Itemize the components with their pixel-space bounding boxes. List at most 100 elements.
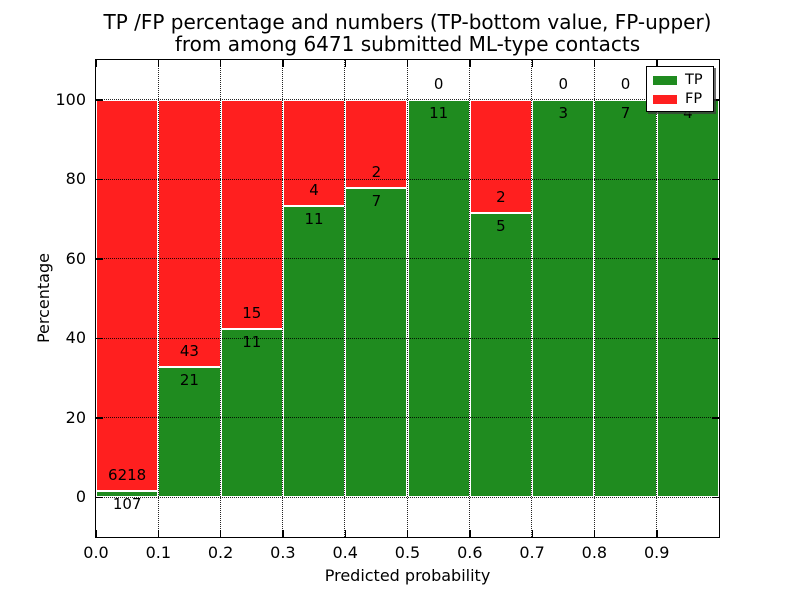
tick-mark — [220, 530, 222, 537]
tick-mark — [96, 337, 103, 340]
legend: TP FP — [646, 66, 714, 112]
gridline-vertical — [344, 60, 346, 537]
bar-segment-fp — [220, 99, 283, 330]
bar-count-label-tp: 7 — [620, 103, 631, 122]
tick-mark — [712, 417, 719, 419]
x-tick-label: 0.8 — [581, 543, 608, 562]
bar-segment-fp — [96, 99, 159, 491]
y-tick-label: 80 — [65, 169, 86, 189]
tick-mark — [469, 60, 471, 67]
gridline-vertical — [282, 60, 284, 537]
tick-mark — [531, 60, 533, 67]
legend-swatch-tp — [653, 76, 677, 85]
gridline-vertical — [655, 60, 657, 537]
x-axis-label: Predicted probability — [324, 566, 491, 585]
legend-label-tp: TP — [685, 72, 703, 88]
bar-segment-tp — [407, 99, 470, 498]
bar-count-label-fp: 2 — [371, 163, 382, 182]
bar-count-label-tp: 5 — [496, 217, 506, 236]
bar-segment-tp — [532, 99, 595, 498]
x-tick-label: 0.1 — [145, 543, 172, 562]
legend-entry: FP — [653, 90, 713, 109]
bar-segment-tp — [469, 213, 533, 498]
tick-mark — [96, 496, 103, 499]
x-tick-label: 0.9 — [643, 543, 670, 562]
tick-mark — [220, 60, 222, 67]
x-tick-label: 0.3 — [270, 543, 296, 562]
tick-mark — [407, 60, 409, 67]
tick-mark — [712, 178, 719, 181]
bar-count-label-fp: 43 — [179, 341, 199, 360]
tick-mark — [344, 530, 347, 537]
tick-mark — [712, 337, 719, 340]
y-tick-label: 20 — [65, 407, 86, 427]
tick-mark — [282, 530, 284, 537]
tick-mark — [656, 530, 658, 537]
bar-segment-tp — [594, 99, 657, 498]
gridline-vertical — [406, 60, 408, 537]
tick-mark — [95, 60, 97, 67]
x-tick-label: 0.2 — [207, 543, 234, 562]
bar-count-label-fp: 4 — [309, 180, 319, 199]
tick-mark — [282, 60, 284, 67]
bar-count-label-fp: 0 — [558, 74, 569, 93]
tick-mark — [96, 178, 103, 181]
gridline-vertical — [593, 60, 595, 537]
bar-count-label-fp: 0 — [433, 74, 444, 93]
chart-title: TP /FP percentage and numbers (TP-bottom… — [96, 11, 719, 55]
y-tick-label: 60 — [65, 248, 86, 268]
bar-segment-fp — [158, 99, 221, 367]
y-tick-label: 40 — [65, 328, 86, 348]
tick-mark — [96, 417, 103, 419]
chart-title-line2: from among 6471 submitted ML-type contac… — [174, 32, 641, 56]
legend-swatch-fp — [653, 95, 677, 104]
bar-count-label-tp: 11 — [429, 103, 449, 122]
bar-segment-fp — [282, 99, 346, 206]
gridline-vertical — [531, 60, 533, 537]
tick-mark — [157, 60, 160, 67]
y-axis-label: Percentage — [34, 253, 53, 344]
x-tick-label: 0.7 — [519, 543, 545, 562]
tick-mark — [712, 496, 719, 499]
tick-mark — [96, 99, 103, 101]
tick-mark — [712, 258, 719, 260]
bar-count-label-tp: 21 — [179, 370, 199, 389]
gridline-vertical — [219, 60, 221, 537]
bar-count-label-fp: 2 — [496, 188, 506, 207]
chart-title-line1: TP /FP percentage and numbers (TP-bottom… — [103, 10, 712, 34]
bar-count-label-tp: 4 — [683, 103, 693, 122]
tick-mark — [96, 258, 103, 260]
bar-segment-tp — [656, 99, 719, 498]
tick-mark — [593, 530, 596, 537]
tick-mark — [469, 530, 471, 537]
tick-mark — [712, 99, 719, 101]
bar-segment-tp — [345, 188, 408, 498]
x-tick-label: 0.0 — [83, 543, 109, 562]
bar-count-label-fp: 6218 — [108, 465, 147, 484]
bar-count-label-tp: 107 — [112, 494, 142, 513]
plot-area: 6218107432115114112701125030704 — [95, 59, 720, 538]
bar-count-label-tp: 11 — [242, 333, 262, 352]
y-tick-label: 100 — [55, 89, 86, 109]
bar-segment-tp — [282, 205, 346, 498]
tick-mark — [593, 60, 596, 67]
gridline-vertical — [469, 60, 471, 537]
bar-segment-tp — [220, 329, 283, 498]
bar-count-label-fp: 15 — [242, 304, 262, 323]
legend-label-fp: FP — [685, 91, 703, 107]
x-tick-label: 0.4 — [332, 543, 358, 562]
x-tick-label: 0.5 — [394, 543, 421, 562]
bar-count-label-fp: 0 — [620, 74, 631, 93]
bar-count-label-tp: 7 — [371, 192, 382, 211]
tick-mark — [344, 60, 347, 67]
y-tick-label: 0 — [75, 487, 86, 507]
tick-mark — [157, 530, 160, 537]
gridline-vertical — [157, 60, 159, 537]
tick-mark — [656, 60, 658, 67]
tick-mark — [95, 530, 97, 537]
tick-mark — [531, 530, 533, 537]
tick-mark — [407, 530, 409, 537]
legend-entry: TP — [653, 71, 713, 90]
bar-count-label-tp: 11 — [304, 209, 324, 228]
